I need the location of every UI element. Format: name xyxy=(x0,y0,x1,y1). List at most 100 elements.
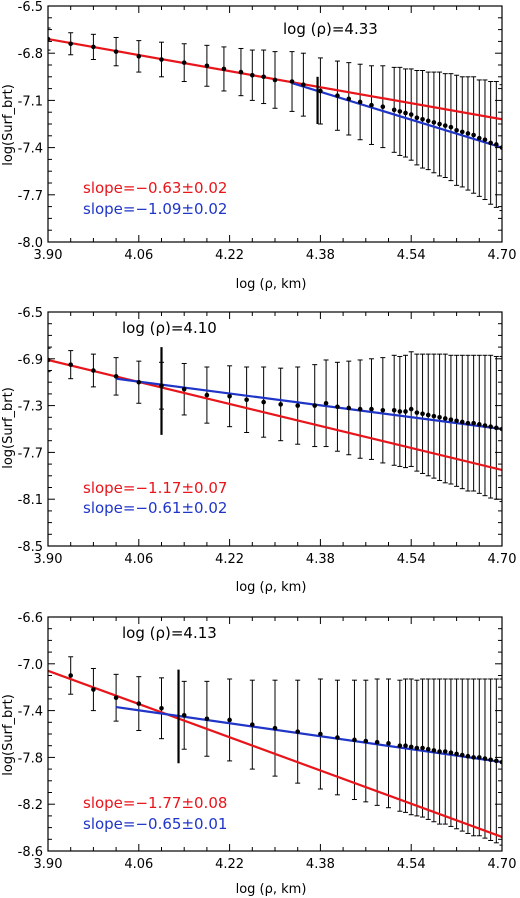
x-axis-label: log (ρ, km) xyxy=(236,580,307,595)
data-point xyxy=(91,44,96,50)
data-point xyxy=(488,140,493,146)
data-point xyxy=(397,743,403,748)
y-tick-label: -6.5 xyxy=(18,0,43,15)
x-axis-label: log (ρ, km) xyxy=(236,882,307,897)
x-tick-label: 4.06 xyxy=(124,857,153,872)
data-point xyxy=(318,731,323,737)
data-point xyxy=(465,420,471,426)
data-point xyxy=(159,57,164,62)
data-point xyxy=(494,758,499,764)
x-tick-label: 4.70 xyxy=(488,552,517,567)
inner-fit-line xyxy=(48,358,502,472)
data-point xyxy=(408,406,414,412)
y-tick-label: -6.5 xyxy=(18,306,43,321)
data-point xyxy=(244,397,249,403)
data-point xyxy=(494,425,499,431)
data-point xyxy=(471,132,476,138)
data-point xyxy=(465,753,471,759)
data-point xyxy=(403,743,408,748)
data-point xyxy=(431,748,437,753)
data-point xyxy=(136,379,142,385)
data-point xyxy=(459,129,465,135)
data-point xyxy=(425,118,431,124)
data-point xyxy=(477,422,482,427)
data-point xyxy=(181,60,187,65)
x-tick-label: 4.54 xyxy=(397,857,426,872)
data-point xyxy=(431,120,437,125)
data-point xyxy=(68,362,73,367)
inner-fit-line xyxy=(48,669,502,838)
data-point xyxy=(318,88,323,94)
panel-1: log (ρ)=4.33 slope=−0.63±0.02 slope=−1.0… xyxy=(1,0,516,292)
y-tick-label: -7.1 xyxy=(18,94,43,109)
data-point xyxy=(136,54,142,59)
inner-slope-label: slope=−1.17±0.07 xyxy=(83,479,227,497)
y-tick-label: -7.4 xyxy=(18,142,43,157)
y-tick-label: -7.4 xyxy=(18,705,43,720)
outer-slope-label: slope=−0.61±0.02 xyxy=(83,499,227,517)
inner-slope-label: slope=−0.63±0.02 xyxy=(83,179,227,197)
data-point xyxy=(488,757,493,763)
data-point xyxy=(454,751,459,757)
y-tick-label: -7.7 xyxy=(18,189,43,204)
x-tick-label: 4.22 xyxy=(215,552,244,567)
x-tick-label: 4.38 xyxy=(306,552,335,567)
data-point xyxy=(403,409,408,414)
data-point xyxy=(335,735,340,740)
data-point xyxy=(408,744,414,750)
outer-fit-line xyxy=(291,82,502,149)
x-tick-label: 3.90 xyxy=(34,552,63,567)
data-point xyxy=(494,142,499,147)
break-annotation: log (ρ)=4.10 xyxy=(122,319,217,337)
data-point xyxy=(477,755,482,760)
data-point xyxy=(68,41,73,47)
y-tick-label: -7.3 xyxy=(18,400,43,415)
data-point xyxy=(482,423,488,428)
data-point xyxy=(181,712,187,718)
data-point xyxy=(346,405,352,411)
y-tick-label: -8.0 xyxy=(18,236,43,251)
data-point xyxy=(482,137,488,143)
y-tick-label: -8.5 xyxy=(18,540,43,555)
data-point xyxy=(181,386,187,392)
data-point xyxy=(113,374,119,379)
data-point xyxy=(448,124,454,130)
data-point xyxy=(442,416,448,421)
x-tick-label: 4.70 xyxy=(488,857,517,872)
data-point xyxy=(374,739,380,745)
data-point xyxy=(431,413,437,419)
data-point xyxy=(488,424,493,429)
data-point xyxy=(420,411,425,417)
inner-slope-label: slope=−1.77±0.08 xyxy=(83,794,227,812)
data-point xyxy=(272,725,278,731)
x-tick-label: 3.90 xyxy=(34,857,63,872)
data-point xyxy=(261,399,266,405)
y-axis-label: log(Surf_brt) xyxy=(1,694,16,776)
y-tick-label: -6.8 xyxy=(18,47,43,62)
data-point xyxy=(437,749,442,754)
data-point xyxy=(278,402,283,407)
outer-slope-label: slope=−0.65±0.01 xyxy=(83,815,227,833)
data-point xyxy=(227,393,232,399)
data-point xyxy=(221,66,227,72)
x-axis-label: log (ρ, km) xyxy=(236,277,307,292)
data-point xyxy=(295,729,301,734)
data-point xyxy=(437,415,442,420)
x-tick-label: 4.22 xyxy=(215,248,244,263)
data-point xyxy=(386,741,391,746)
data-point xyxy=(357,99,363,105)
y-axis-label: log(Surf_brt) xyxy=(1,387,16,469)
data-point xyxy=(397,109,403,114)
data-point xyxy=(420,745,425,751)
x-tick-label: 4.06 xyxy=(124,552,153,567)
data-point xyxy=(289,79,295,84)
y-tick-label: -7.0 xyxy=(18,658,43,673)
data-point xyxy=(68,673,73,678)
x-tick-label: 4.38 xyxy=(306,857,335,872)
y-tick-label: -7.8 xyxy=(18,751,43,766)
data-point xyxy=(238,69,244,75)
data-point xyxy=(403,110,408,116)
data-point xyxy=(414,410,420,415)
data-point xyxy=(454,418,459,424)
data-point xyxy=(391,407,397,413)
